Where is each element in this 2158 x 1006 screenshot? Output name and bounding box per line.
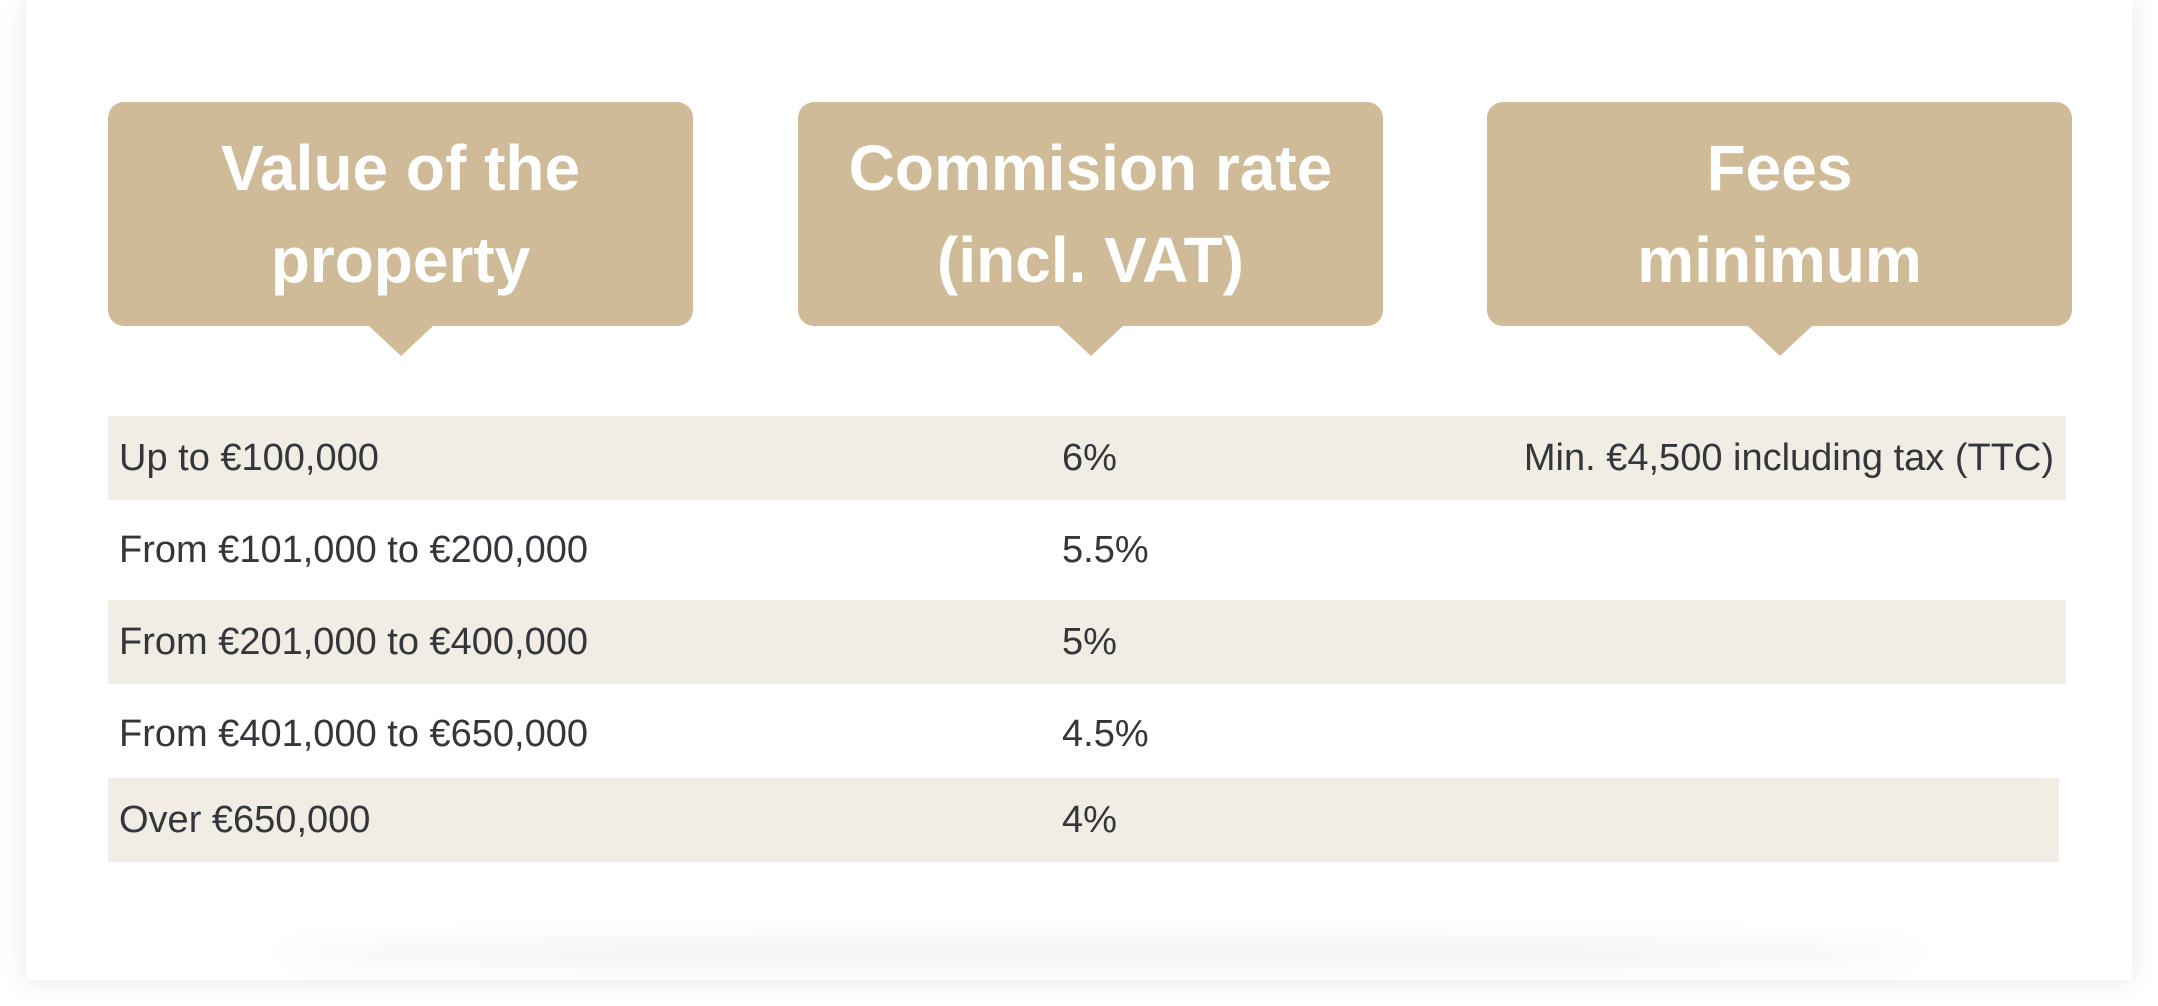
- header-value-of-property: Value of the property: [108, 102, 693, 356]
- row-value: From €101,000 to €200,000: [119, 529, 589, 571]
- table-row: Over €650,000 4%: [108, 778, 2059, 862]
- row-rate: 5%: [1062, 621, 1117, 663]
- header-value-label: Value of the property: [220, 132, 581, 296]
- header-fees-label: Fees minimum: [1637, 132, 1922, 296]
- row-value: Up to €100,000: [119, 437, 379, 479]
- table-row: From €101,000 to €200,000 5.5%: [108, 508, 2066, 592]
- header-commission-rate: Commision rate (incl. VAT): [798, 102, 1383, 356]
- row-fees: Min. €4,500 including tax (TTC): [1523, 437, 2054, 479]
- header-rate-label: Commision rate (incl. VAT): [848, 132, 1333, 296]
- table-row: Up to €100,000 6% Min. €4,500 including …: [108, 416, 2066, 500]
- card-shadow: [280, 938, 1920, 968]
- row-rate: 4%: [1062, 799, 1117, 841]
- table-row: From €401,000 to €650,000 4.5%: [108, 692, 2066, 776]
- row-value: From €201,000 to €400,000: [119, 621, 589, 663]
- row-rate: 6%: [1062, 437, 1117, 479]
- table-row: From €201,000 to €400,000 5%: [108, 600, 2066, 684]
- header-fees-minimum: Fees minimum: [1487, 102, 2072, 356]
- row-rate: 4.5%: [1062, 713, 1149, 755]
- row-rate: 5.5%: [1062, 529, 1149, 571]
- row-value: From €401,000 to €650,000: [119, 713, 589, 755]
- row-value: Over €650,000: [119, 799, 371, 841]
